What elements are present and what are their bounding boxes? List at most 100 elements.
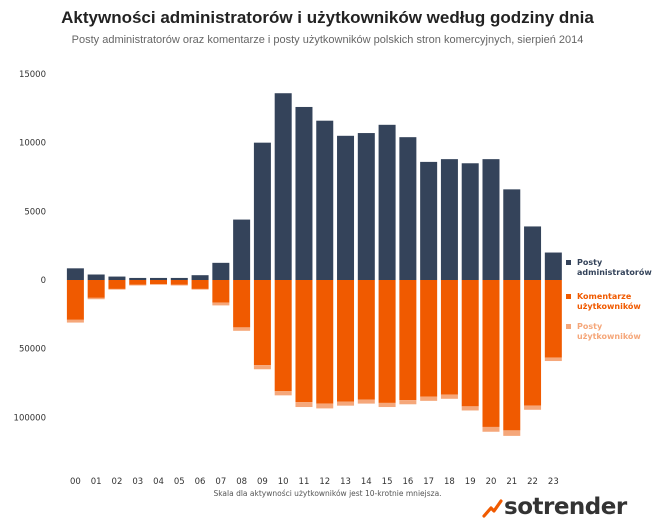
bar-user-posts (233, 327, 251, 331)
bar-user-comments (440, 280, 458, 395)
bar-user-comments (170, 280, 188, 285)
bar-user-posts (337, 401, 355, 406)
bar-admin-posts (420, 161, 438, 280)
bar-user-comments (378, 280, 396, 403)
x-tick-label: 05 (174, 477, 185, 487)
bar-admin-posts (170, 277, 188, 280)
bar-user-comments (503, 280, 521, 431)
x-tick-label: 14 (361, 477, 372, 487)
bar-user-posts (274, 391, 292, 396)
legend-label: Posty (577, 258, 603, 267)
bar-user-comments (253, 280, 271, 366)
x-tick-label: 22 (527, 477, 538, 487)
bar-user-comments (233, 280, 251, 328)
x-tick-label: 03 (132, 477, 143, 487)
x-tick-label: 09 (257, 477, 268, 487)
bar-admin-posts (378, 124, 396, 281)
y-tick-label: 100000 (14, 413, 46, 423)
bar-user-posts (66, 319, 84, 323)
bar-user-comments (461, 280, 479, 407)
bar-user-posts (316, 403, 334, 409)
y-tick-label: 50000 (19, 345, 46, 355)
legend-label: Posty (577, 322, 603, 331)
x-tick-label: 19 (465, 477, 476, 487)
bar-user-comments (295, 280, 313, 403)
bar-user-comments (129, 280, 147, 285)
bar-user-posts (461, 406, 479, 411)
bar-user-posts (253, 365, 271, 370)
x-tick-label: 16 (402, 477, 413, 487)
bar-admin-posts (503, 189, 521, 280)
x-tick-label: 23 (548, 477, 559, 487)
bar-admin-posts (150, 277, 168, 280)
x-tick-label: 04 (153, 477, 164, 487)
legend-label: użytkowników (577, 301, 641, 311)
bar-user-comments (337, 280, 355, 402)
bar-admin-posts (440, 159, 458, 280)
bar-user-posts (191, 288, 209, 290)
legend-label: użytkowników (577, 331, 641, 341)
sotrender-logo-icon (482, 499, 503, 518)
bar-user-comments (399, 280, 417, 401)
sotrender-logo-text: sotrender (504, 494, 627, 520)
x-tick-label: 08 (236, 477, 247, 487)
bar-user-comments (524, 280, 542, 406)
bar-user-comments (66, 280, 84, 320)
bar-user-comments (108, 280, 126, 289)
bar-user-comments (150, 280, 168, 285)
legend-swatch (566, 324, 571, 329)
x-tick-label: 20 (486, 477, 497, 487)
x-tick-label: 12 (319, 477, 330, 487)
x-tick-label: 11 (299, 477, 310, 487)
bar-admin-posts (129, 277, 147, 280)
bar-admin-posts (337, 135, 355, 280)
bar-user-comments (274, 280, 292, 392)
bar-admin-posts (316, 120, 334, 281)
x-tick-label: 02 (112, 477, 123, 487)
bar-user-posts (544, 357, 562, 362)
bar-user-posts (378, 402, 396, 408)
bar-admin-posts (274, 93, 292, 280)
bar-user-posts (212, 302, 230, 306)
bar-user-comments (544, 280, 562, 358)
bar-user-posts (170, 284, 188, 286)
x-tick-label: 13 (340, 477, 351, 487)
bar-user-comments (191, 280, 209, 289)
bar-user-posts (108, 288, 126, 290)
bar-user-posts (524, 405, 542, 410)
bar-user-posts (87, 297, 105, 300)
y-tick-label: 15000 (19, 70, 46, 80)
bar-user-posts (482, 426, 500, 432)
sotrender-logo: sotrender (482, 492, 627, 522)
x-tick-label: 07 (215, 477, 226, 487)
scale-footnote: Skala dla aktywności użytkowników jest 1… (213, 489, 442, 498)
legend-swatch (566, 260, 571, 265)
bar-admin-posts (191, 275, 209, 280)
bar-user-posts (129, 284, 147, 286)
bar-admin-posts (524, 226, 542, 280)
chart-title: Aktywności administratorów i użytkownikó… (61, 8, 594, 27)
bar-admin-posts (253, 142, 271, 280)
bar-user-posts (420, 396, 438, 401)
legend-swatch (566, 294, 571, 299)
bar-admin-posts (66, 268, 84, 280)
y-tick-label: 10000 (19, 139, 46, 149)
y-tick-label: 5000 (24, 207, 46, 217)
bar-admin-posts (544, 252, 562, 280)
bar-user-comments (420, 280, 438, 397)
bar-admin-posts (357, 133, 375, 280)
bar-user-comments (357, 280, 375, 400)
x-tick-label: 18 (444, 477, 455, 487)
bar-user-comments (316, 280, 334, 404)
bar-user-posts (295, 402, 313, 408)
bar-user-posts (503, 430, 521, 436)
x-tick-label: 10 (278, 477, 289, 487)
y-tick-label: 0 (41, 276, 46, 286)
x-tick-label: 06 (195, 477, 206, 487)
x-tick-label: 15 (382, 477, 393, 487)
x-tick-label: 17 (423, 477, 434, 487)
bar-admin-posts (108, 276, 126, 280)
chart-subtitle: Posty administratorów oraz komentarze i … (71, 34, 584, 46)
x-tick-label: 01 (91, 477, 102, 487)
bar-user-comments (212, 280, 230, 303)
